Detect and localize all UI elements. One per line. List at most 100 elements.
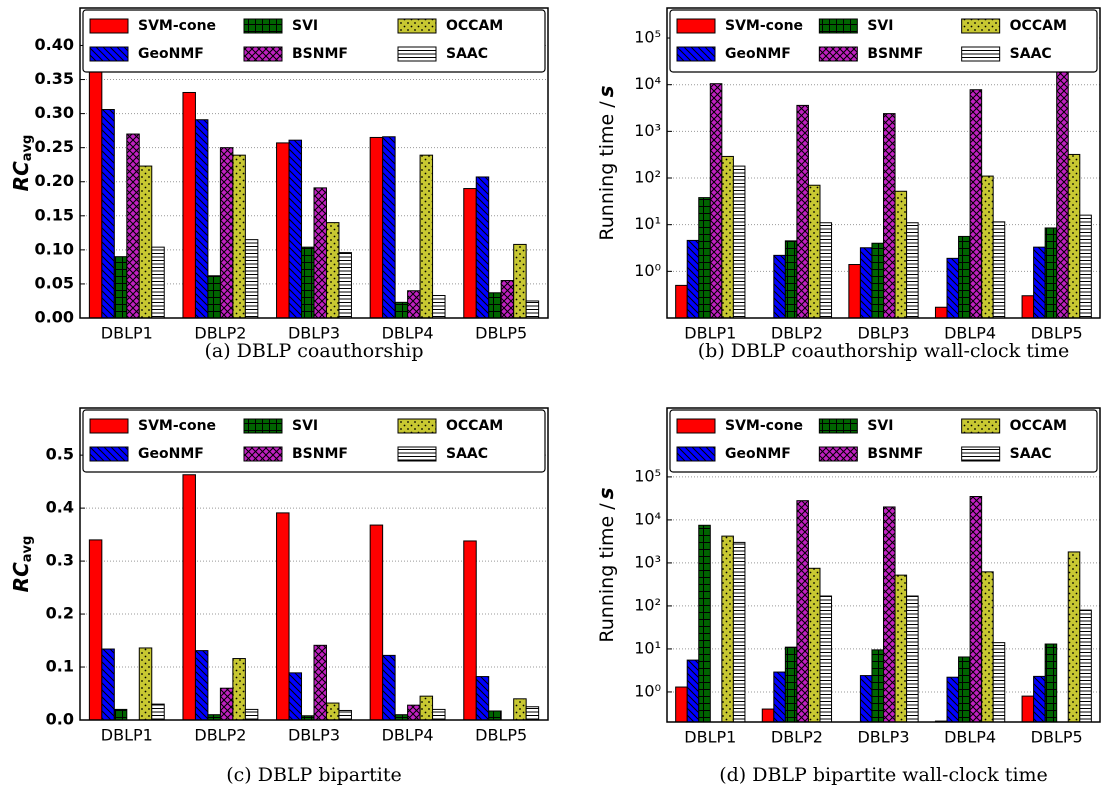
legend-swatch [243, 446, 283, 462]
bar [419, 695, 434, 721]
legend-label: BSNMF [867, 446, 923, 462]
legend-swatch [961, 46, 1001, 62]
bar [126, 133, 140, 319]
bar [732, 165, 746, 319]
bar [686, 659, 700, 723]
legend-swatch [961, 18, 1001, 34]
bar [1044, 227, 1058, 319]
bar [432, 708, 446, 721]
x-tick-label: DBLP3 [288, 726, 340, 745]
y-tick-label: 0.05 [35, 273, 74, 292]
legend-swatch [397, 446, 437, 462]
legend-swatch [397, 418, 437, 434]
bar [894, 574, 908, 723]
x-tick-label: DBLP4 [944, 728, 996, 747]
plot-frame [79, 407, 549, 721]
bar [325, 222, 340, 319]
bar [151, 703, 165, 721]
bar [288, 672, 303, 721]
legend-label: SVM-cone [725, 18, 803, 34]
y-label-main: Running time / [596, 503, 618, 643]
y-axis-label: Running time / s [594, 487, 618, 642]
y-tick-label: 0.00 [35, 308, 74, 327]
bar [407, 704, 421, 721]
plot-frame [79, 7, 549, 319]
bar [182, 91, 196, 319]
bar [883, 113, 896, 319]
bar [859, 247, 873, 319]
y-label-unit: s [594, 487, 618, 499]
legend-label: SVI [292, 18, 318, 34]
bar [686, 239, 700, 319]
bar [946, 257, 960, 319]
bar [394, 714, 409, 721]
legend-swatch [818, 446, 858, 462]
legend-swatch [89, 418, 129, 434]
bar [475, 176, 490, 319]
y-label-sub: avg [20, 536, 35, 563]
y-tick-label: 10¹ [634, 214, 661, 233]
y-tick-label: 10⁴ [634, 509, 661, 528]
bar [1079, 609, 1092, 723]
legend-swatch [676, 46, 716, 62]
bar [1044, 643, 1058, 723]
legend-label: GeoNMF [138, 446, 204, 462]
y-tick-label: 10³ [634, 552, 661, 571]
bar [313, 644, 327, 721]
legend-label: BSNMF [292, 446, 348, 462]
x-tick-label: DBLP2 [771, 324, 823, 343]
bar [194, 119, 209, 319]
x-tick-label: DBLP1 [101, 324, 153, 343]
y-axis-label: RCavg [9, 536, 35, 593]
x-tick-label: DBLP5 [475, 726, 527, 745]
legend-swatch [89, 446, 129, 462]
bar [958, 235, 971, 319]
bar [276, 512, 290, 721]
bar [288, 139, 303, 319]
bar [113, 708, 128, 721]
legend-swatch [676, 18, 716, 34]
x-tick-label: DBLP4 [944, 324, 996, 343]
bar [382, 654, 396, 721]
legend-label: SVM-cone [138, 418, 216, 434]
x-tick-label: DBLP4 [382, 324, 434, 343]
x-tick-label: DBLP1 [684, 728, 736, 747]
legend-swatch [89, 46, 129, 62]
bar [113, 256, 128, 319]
bar [1067, 551, 1081, 723]
bar [101, 648, 115, 721]
y-tick-label: 10⁰ [634, 261, 661, 280]
bar [525, 300, 540, 319]
legend-label: OCCAM [1010, 18, 1067, 34]
bar [721, 155, 734, 319]
x-tick-label: DBLP3 [857, 728, 909, 747]
legend-label: OCCAM [446, 18, 503, 34]
bar [1021, 695, 1035, 723]
bar [488, 710, 502, 721]
y-label-main: RC [9, 161, 33, 191]
bar [848, 264, 861, 319]
bar [761, 708, 775, 723]
y-tick-label: 10⁰ [634, 681, 661, 700]
bar [934, 306, 948, 319]
bar [513, 698, 527, 721]
bar [207, 714, 221, 721]
bar [698, 197, 711, 319]
y-tick-label: 0.25 [35, 137, 74, 156]
x-tick-label: DBLP2 [194, 726, 246, 745]
y-tick-label: 10¹ [634, 638, 661, 657]
bar [101, 109, 115, 319]
bar [819, 222, 833, 319]
bar [513, 243, 527, 319]
bar [871, 242, 884, 319]
y-label-main: RC [9, 562, 33, 592]
legend-swatch [243, 46, 283, 62]
bar [732, 541, 746, 723]
caption: (a) DBLP coauthorship [204, 340, 423, 362]
legend-label: SVI [867, 18, 893, 34]
legend-label: SVI [867, 418, 893, 434]
bar [232, 154, 246, 319]
bar [382, 136, 396, 319]
bar [871, 649, 884, 723]
legend-label: SVM-cone [725, 418, 803, 434]
